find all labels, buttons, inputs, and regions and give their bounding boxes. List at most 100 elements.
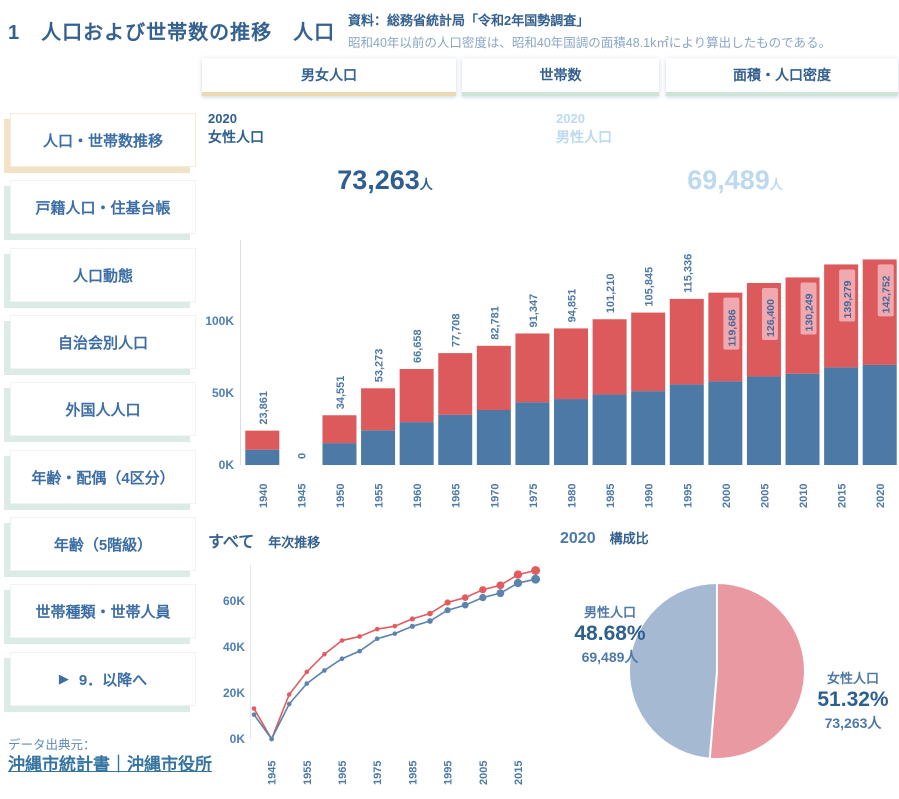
svg-text:100K: 100K [205,314,234,328]
sidebar-item-label: 戸籍人口・住基台帳 [35,199,171,217]
sidebar-item-label: 自治会別人口 [57,334,148,352]
svg-text:34,551: 34,551 [335,376,347,410]
svg-text:1965: 1965 [451,484,463,508]
svg-text:23,861: 23,861 [258,391,270,425]
sidebar-item-label: 人口・世帯数推移 [42,132,163,150]
pie-label-female: 女性人口 51.32% 73,263人 [795,668,899,733]
sidebar-item-population-household-trend[interactable]: 人口・世帯数推移 [10,113,196,167]
kpi-female-year: 2020 [208,111,237,126]
sidebar-item-age-marital-4[interactable]: 年齢・配偶（4区分） [10,450,196,504]
svg-text:139,279: 139,279 [842,280,854,318]
svg-text:2015: 2015 [837,484,849,508]
svg-text:77,708: 77,708 [451,313,463,347]
sidebar-item-label: 9．以降へ [78,671,148,689]
sidebar-item-label: 外国人人口 [65,401,141,419]
pie-label-male: 男性人口 48.68% 69,489人 [552,602,668,667]
source-note: 資料：総務省統計局「令和2年国勢調査」 昭和40年以前の人口密度は、昭和40年国… [348,10,893,51]
svg-text:1950: 1950 [335,484,347,508]
pie-chart-title: 2020 構成比 [560,528,649,548]
kpi-male-year: 2020 [556,111,585,126]
line-chart-title-left: すべて [208,534,255,551]
data-source-label: データ出典元： [8,738,96,752]
svg-text:1995: 1995 [682,484,694,508]
kpi-male-header: 2020 男性人口 [556,110,612,146]
svg-text:101,210: 101,210 [605,273,617,313]
kpi-male-label: 男性人口 [556,129,612,145]
svg-text:2005: 2005 [759,484,771,508]
data-source-link[interactable]: 沖縄市統計書｜沖縄市役所 [8,755,212,774]
line-chart-title: すべて 年次推移 [208,528,320,552]
svg-text:115,336: 115,336 [682,254,694,293]
kpi-female-label: 女性人口 [208,129,264,145]
svg-text:105,845: 105,845 [644,267,656,307]
svg-text:2015: 2015 [513,761,525,785]
svg-text:1975: 1975 [372,761,384,785]
sidebar-item-vital-statistics[interactable]: 人口動態 [10,248,196,302]
pie-female-percent: 51.32% [817,688,889,711]
svg-text:1970: 1970 [489,484,501,508]
pie-male-count: 69,489人 [581,649,639,665]
tab-label: 面積・人口密度 [733,67,831,83]
kpi-female-value: 73,263人 [240,165,530,196]
svg-text:53,273: 53,273 [374,349,386,383]
svg-text:20K: 20K [223,686,245,700]
sidebar-item-section-9-onward[interactable]: ▶ 9．以降へ [10,652,196,706]
kpi-female-header: 2020 女性人口 [208,110,264,146]
source-line-2: 昭和40年以前の人口密度は、昭和40年国調の面積48.1k㎡により算出したもので… [348,36,832,50]
sidebar-item-registry-population[interactable]: 戸籍人口・住基台帳 [10,180,196,234]
svg-text:60K: 60K [223,594,245,608]
svg-text:1945: 1945 [296,484,308,508]
pie-chart-title-label: 構成比 [609,531,649,546]
svg-text:1985: 1985 [407,761,419,785]
tab-label: 世帯数 [539,67,582,83]
svg-text:130,249: 130,249 [804,293,816,331]
svg-text:1980: 1980 [567,484,579,508]
pie-chart [627,581,806,760]
sidebar-item-label: 年齢・配偶（4区分） [31,469,175,487]
svg-text:142,752: 142,752 [881,275,893,313]
pie-chart-title-year: 2020 [560,530,596,547]
svg-text:1940: 1940 [258,484,270,508]
play-icon: ▶ [58,671,69,686]
kpi-female-number: 73,263 [337,165,420,195]
svg-text:1995: 1995 [443,761,455,785]
sidebar-item-foreign-population[interactable]: 外国人人口 [10,382,196,436]
svg-text:2000: 2000 [721,484,733,508]
tab-male-female-population[interactable]: 男女人口 [202,58,456,96]
sidebar-item-population-by-association[interactable]: 自治会別人口 [10,315,196,369]
svg-text:0: 0 [296,453,308,459]
svg-text:1990: 1990 [644,484,656,508]
sidebar-item-age-5-classes[interactable]: 年齢（5階級） [10,517,196,571]
svg-text:1965: 1965 [337,761,349,785]
kpi-male-number: 69,489 [687,165,770,195]
tab-area-density[interactable]: 面積・人口密度 [666,58,898,96]
svg-text:0K: 0K [230,732,246,746]
pie-female-count: 73,263人 [824,715,882,731]
tab-households[interactable]: 世帯数 [462,58,659,96]
sidebar-item-label: 年齢（5階級） [53,536,153,554]
line-chart: 0K 20K 40K 60K 1945 1955 1965 1975 1985 1995 2005 2… [223,565,541,785]
line-chart-title-right: 年次推移 [268,535,321,550]
sidebar-item-household-type-members[interactable]: 世帯種類・世帯人員 [10,584,196,638]
pie-male-percent: 48.68% [574,622,646,645]
svg-text:1975: 1975 [528,484,540,508]
kpi-male-value: 69,489人 [590,165,880,196]
svg-text:119,686: 119,686 [726,309,738,347]
pie-male-name: 男性人口 [583,605,636,620]
sidebar-item-label: 世帯種類・世帯人員 [35,603,171,621]
svg-text:50K: 50K [212,386,234,400]
svg-text:1945: 1945 [267,761,279,785]
source-line-1: 資料：総務省統計局「令和2年国勢調査」 [348,13,590,28]
page-title: 1 人口および世帯数の推移 人口 [8,22,336,44]
svg-text:1955: 1955 [374,484,386,508]
svg-text:94,851: 94,851 [567,289,579,323]
svg-text:2005: 2005 [478,761,490,785]
stacked-bar-chart: 0K 50K 100K 23,861 1940 0 1945 34,551 1950 53,273… [205,240,897,508]
svg-text:2020: 2020 [875,484,887,508]
svg-text:66,658: 66,658 [412,329,424,363]
sidebar-item-label: 人口動態 [72,267,133,285]
svg-text:1955: 1955 [302,761,314,785]
tab-label: 男女人口 [301,67,357,83]
kpi-male-unit: 人 [769,177,783,192]
